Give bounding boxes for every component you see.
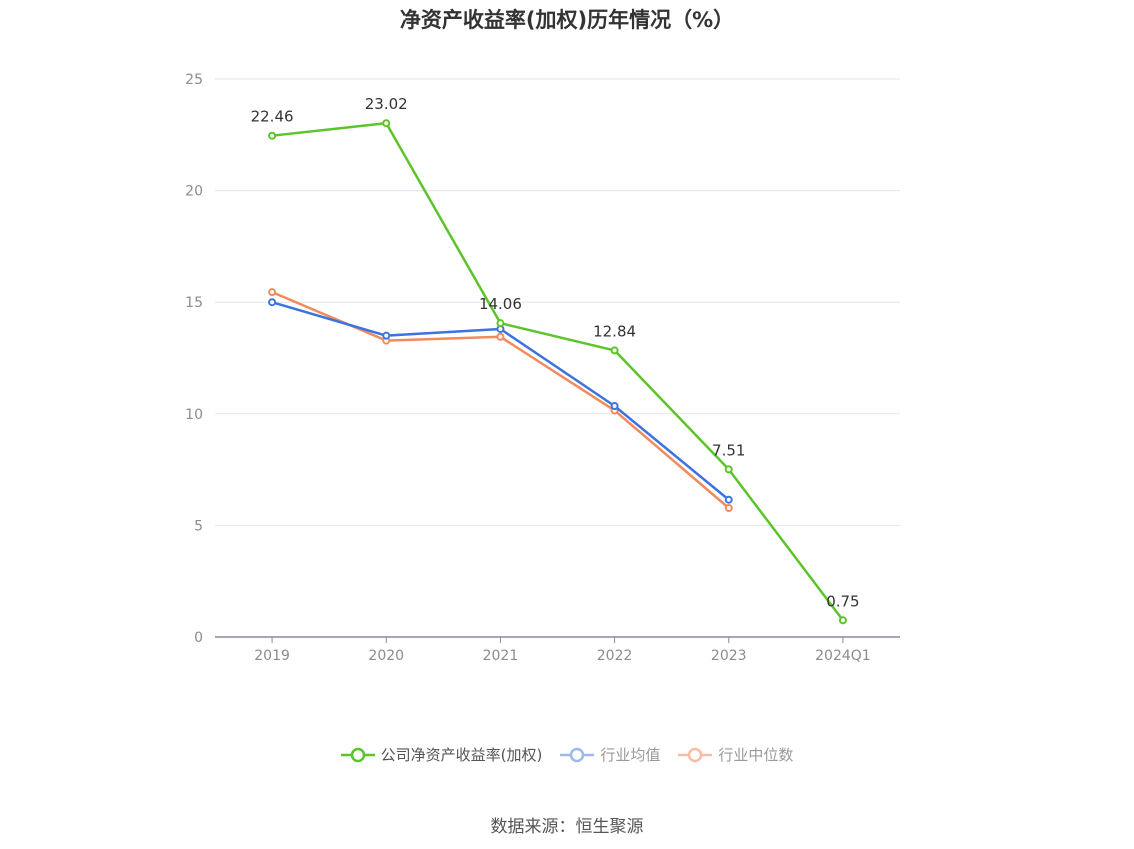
data-label: 22.46 — [251, 108, 294, 126]
data-point — [382, 331, 391, 340]
series-line — [271, 121, 844, 622]
x-tick-label: 2021 — [483, 648, 519, 664]
data-label: 23.02 — [365, 95, 408, 113]
y-tick-label: 5 — [194, 518, 203, 534]
legend-label: 行业中位数 — [718, 746, 794, 764]
x-tick-label: 2023 — [711, 648, 747, 664]
line-chart: 0 5 10 15 20 25 2019 2020 2021 2022 2023 2024Q1 22.… — [185, 72, 900, 664]
x-tick-label: 2024Q1 — [815, 648, 871, 664]
data-point — [724, 503, 733, 512]
data-label: 7.51 — [712, 441, 745, 459]
y-tick-label: 0 — [194, 630, 203, 646]
x-tick-label: 2022 — [597, 648, 633, 664]
legend-marker-icon — [678, 747, 713, 762]
data-point — [382, 119, 391, 128]
legend-item-industry-median[interactable]: 行业中位数 — [678, 744, 793, 765]
data-point — [268, 131, 277, 140]
data-point — [610, 401, 619, 410]
legend-item-company-roe[interactable]: 公司净资产收益率(加权) — [340, 744, 543, 765]
data-point — [496, 319, 505, 328]
y-tick-label: 25 — [185, 72, 203, 88]
legend-label: 公司净资产收益率(加权) — [380, 746, 543, 764]
data-label: 12.84 — [593, 322, 636, 340]
legend-label: 行业均值 — [600, 746, 661, 764]
y-tick-label: 15 — [185, 295, 203, 311]
legend: 公司净资产收益率(加权) 行业均值 行业中位数 — [0, 744, 1134, 765]
data-label: 14.06 — [479, 295, 522, 313]
data-label: 0.75 — [826, 592, 859, 610]
x-tick-label: 2019 — [254, 648, 290, 664]
data-source: 数据来源：恒生聚源 — [490, 817, 644, 837]
data-point — [724, 495, 733, 504]
data-point — [268, 298, 277, 307]
data-point — [724, 465, 733, 474]
x-tick-label: 2020 — [368, 648, 404, 664]
data-point — [268, 288, 277, 297]
legend-marker-icon — [340, 747, 375, 762]
y-tick-label: 10 — [185, 407, 203, 423]
data-point — [610, 346, 619, 355]
y-tick-label: 20 — [185, 184, 203, 200]
legend-marker-icon — [560, 747, 595, 762]
chart-title: 净资产收益率(加权)历年情况（%） — [399, 8, 735, 32]
legend-item-industry-mean[interactable]: 行业均值 — [560, 744, 660, 765]
data-point — [496, 332, 505, 341]
data-point — [838, 616, 847, 625]
